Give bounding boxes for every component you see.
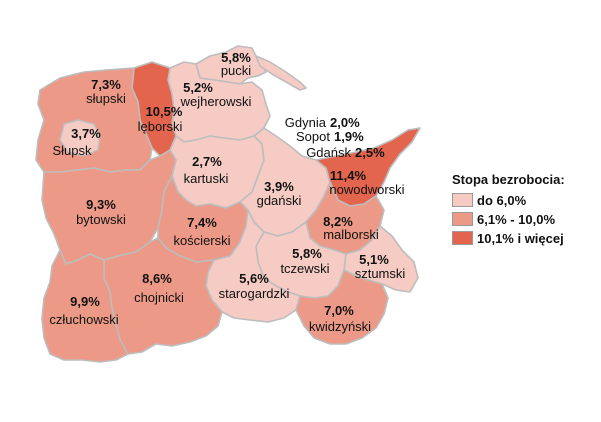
legend: Stopa bezrobocia: do 6,0% 6,1% - 10,0% 1… (452, 172, 598, 248)
legend-title: Stopa bezrobocia: (452, 172, 565, 187)
legend-item-mid: 6,1% - 10,0% (452, 210, 598, 228)
county-labels: 5,8% pucki 5,2% wejherowski 10,5% lębors… (49, 50, 405, 334)
label-name-malborski: malborski (323, 227, 379, 242)
label-value-tczewski: 5,8% (292, 246, 322, 261)
legend-swatch-high (452, 231, 473, 245)
label-name-gdański: gdański (257, 193, 302, 208)
city-value-Gdańsk: 2,5% (355, 145, 385, 160)
legend-swatch-mid (452, 212, 473, 226)
label-value-kościerski: 7,4% (187, 215, 217, 230)
county-pucki-hel[interactable] (255, 55, 307, 91)
label-value-Słupsk: 3,7% (71, 126, 101, 141)
legend-item-low: do 6,0% (452, 191, 598, 209)
label-name-słupski: słupski (86, 91, 126, 106)
label-value-pucki: 5,8% (221, 50, 251, 65)
city-name-Gdynia: Gdynia (285, 115, 327, 130)
label-name-kwidzyński: kwidzyński (309, 319, 371, 334)
label-name-bytowski: bytowski (76, 212, 126, 227)
label-name-człuchowski: człuchowski (49, 312, 118, 327)
label-value-słupski: 7,3% (91, 77, 121, 92)
city-labels: Gdynia 2,0% Sopot 1,9% Gdańsk 2,5% (285, 115, 385, 160)
label-name-sztumski: sztumski (355, 266, 406, 281)
label-value-starogardzki: 5,6% (239, 271, 269, 286)
label-name-pucki: pucki (221, 63, 251, 78)
county-Słupsk[interactable] (59, 119, 101, 157)
legend-swatch-low (452, 193, 473, 207)
city-name-Gdańsk: Gdańsk (306, 145, 351, 160)
legend-label-low: do 6,0% (477, 192, 527, 208)
county-kwidzyński[interactable] (295, 269, 389, 345)
label-name-lęborski: lęborski (138, 119, 183, 134)
city-value-Gdynia: 2,0% (330, 115, 360, 130)
label-value-kwidzyński: 7,0% (324, 303, 354, 318)
label-value-człuchowski: 9,9% (70, 294, 100, 309)
label-value-nowodworski: 11,4% (330, 168, 367, 183)
label-value-wejherowski: 5,2% (183, 80, 213, 95)
city-value-Sopot: 1,9% (334, 129, 364, 144)
legend-label-mid: 6,1% - 10,0% (477, 211, 556, 227)
label-name-kościerski: kościerski (173, 233, 230, 248)
label-name-tczewski: tczewski (280, 261, 329, 276)
county-człuchowski[interactable] (41, 249, 129, 363)
label-name-wejherowski: wejherowski (180, 94, 252, 109)
label-value-malborski: 8,2% (323, 214, 353, 229)
label-value-chojnicki: 8,6% (142, 271, 172, 286)
label-value-sztumski: 5,1% (359, 252, 389, 267)
label-name-Słupsk: Słupsk (52, 143, 92, 158)
label-value-bytowski: 9,3% (86, 197, 116, 212)
label-value-kartuski: 2,7% (192, 154, 222, 169)
label-name-chojnicki: chojnicki (134, 290, 184, 305)
legend-item-high: 10,1% i więcej (452, 229, 598, 247)
city-name-Sopot: Sopot (296, 129, 330, 144)
label-name-nowodworski: nowodworski (329, 182, 404, 197)
legend-label-high: 10,1% i więcej (477, 230, 564, 246)
label-name-kartuski: kartuski (184, 171, 229, 186)
label-value-lęborski: 10,5% (146, 104, 183, 119)
label-name-starogardzki: starogardzki (219, 286, 290, 301)
label-value-gdański: 3,9% (264, 179, 294, 194)
